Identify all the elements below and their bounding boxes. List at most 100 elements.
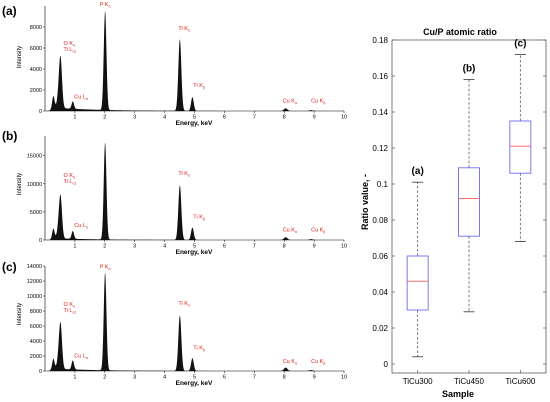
x-tick-label: 7	[253, 244, 256, 250]
x-tick-label: 2	[103, 375, 106, 381]
box-annotation: (b)	[463, 64, 476, 75]
box	[406, 255, 429, 311]
y-tick-label: 10000	[27, 182, 42, 188]
x-tick-label: 9	[313, 115, 316, 121]
spectrum-panel-a: (a) Intensity Energy, keV 1 2 3 4 5 6 7 8 9 10 0 20…	[2, 2, 347, 127]
y-tick-label: 0.1	[377, 180, 389, 189]
category-label: TiCu300	[403, 377, 433, 386]
peak-label: Ti Kβ	[193, 345, 205, 352]
y-tick-label: 0.06	[372, 252, 388, 261]
spectrum-area	[48, 272, 344, 371]
peak-label: Cu Kα	[283, 99, 297, 106]
x-tick-label: 6	[223, 115, 226, 121]
peak-label: P Kα	[100, 264, 111, 271]
x-axis-label-c: Energy, keV	[176, 380, 213, 387]
peak-label: Cu Kβ	[311, 228, 325, 235]
y-tick-label: 5000	[30, 210, 42, 216]
x-tick-label: 8	[283, 115, 286, 121]
y-tick-label: 14000	[27, 264, 42, 270]
peak-label: Cu Kα	[283, 359, 297, 366]
box-annotation: (a)	[412, 166, 424, 177]
peak-label: P Kα	[100, 2, 111, 9]
y-tick-label: 0	[39, 238, 42, 244]
x-tick-label: 1	[73, 375, 76, 381]
x-tick-label: 2	[103, 244, 106, 250]
peak-label: Ti Lα1	[64, 47, 77, 54]
y-tick-label: 0.18	[372, 36, 388, 45]
spectrum-panel-b: (b) Intensity Energy, keV 1 2 3 4 5 6 7 8 9 10 0 50…	[2, 129, 347, 256]
peak-label: Ti Lα1	[64, 308, 77, 315]
box	[509, 120, 532, 174]
y-tick-label: 10000	[27, 294, 42, 300]
panel-label-b: (b)	[2, 129, 17, 143]
peak-label: O Kα	[64, 302, 76, 309]
peak-label: Cu Kβ	[311, 359, 325, 366]
peak-label: O Kα	[64, 41, 76, 48]
y-tick-label: 0.14	[372, 108, 388, 117]
boxplot-x-axis-label: Sample	[442, 389, 474, 399]
y-tick-label: 0.16	[372, 72, 388, 81]
y-tick-label: 0.12	[372, 144, 388, 153]
peak-label: Ti Lα1	[64, 179, 77, 186]
y-tick-label: 4000	[30, 67, 42, 73]
x-axis-label-a: Energy, keV	[176, 120, 213, 127]
x-tick-label: 2	[103, 115, 106, 121]
box-annotation: (c)	[514, 38, 526, 49]
x-tick-label: 8	[283, 375, 286, 381]
spectrum-area	[48, 142, 344, 240]
x-tick-label: 4	[163, 244, 166, 250]
peak-label: Ti Kβ	[193, 215, 205, 222]
x-tick-label: 1	[73, 115, 76, 121]
y-axis-label-b: Intensity	[17, 173, 23, 195]
y-tick-label: 2000	[30, 88, 42, 94]
spectrum-area	[48, 11, 344, 111]
peak-label: Cu Lα	[74, 223, 88, 230]
y-axis-label-c: Intensity	[17, 303, 23, 325]
y-tick-label: 0	[39, 369, 42, 375]
x-tick-label: 7	[253, 375, 256, 381]
boxplot-y-axis-label: Ratio value, -	[360, 174, 370, 230]
x-tick-label: 5	[193, 244, 196, 250]
y-tick-label: 12000	[27, 279, 42, 285]
x-tick-label: 6	[223, 375, 226, 381]
x-tick-label: 3	[133, 115, 136, 121]
y-tick-label: 6000	[30, 324, 42, 330]
panel-label-a: (a)	[2, 4, 17, 18]
peak-label: O Kα	[64, 173, 76, 180]
y-tick-label: 6000	[30, 46, 42, 52]
peak-label: Cu Lα	[74, 354, 88, 361]
panel-label-c: (c)	[2, 260, 17, 274]
x-tick-label: 3	[133, 375, 136, 381]
y-tick-label: 0	[39, 109, 42, 115]
peak-label: Ti Kα	[178, 171, 190, 178]
x-tick-label: 1	[73, 244, 76, 250]
category-label: TiCu600	[505, 377, 535, 386]
peak-label: Ti Kα	[178, 26, 190, 33]
x-tick-label: 10	[341, 244, 347, 250]
boxplot-panel: Cu/P atomic ratio Ratio value, - Sample …	[360, 27, 547, 399]
x-axis-label-b: Energy, keV	[176, 249, 213, 256]
y-tick-label: 0	[384, 360, 389, 369]
x-tick-label: 6	[223, 244, 226, 250]
x-tick-label: 8	[283, 244, 286, 250]
x-tick-label: 4	[163, 375, 166, 381]
y-tick-label: 4000	[30, 339, 42, 345]
boxplot-title: Cu/P atomic ratio	[423, 27, 497, 37]
x-tick-label: 7	[253, 115, 256, 121]
spectrum-panel-c: (c) Intensity Energy, keV 1 2 3 4 5 6 7 8 9 10 0 20…	[2, 260, 347, 387]
y-tick-label: 0.08	[372, 216, 388, 225]
peak-label: Ti Kα	[178, 301, 190, 308]
y-tick-label: 15000	[27, 154, 42, 160]
box	[458, 167, 480, 237]
category-label: TiCu450	[454, 377, 484, 386]
x-tick-label: 5	[193, 375, 196, 381]
peak-label: Cu Kα	[283, 228, 297, 235]
y-tick-label: 0.04	[372, 288, 388, 297]
y-axis-label-a: Intensity	[17, 46, 23, 68]
x-tick-label: 4	[163, 115, 166, 121]
x-tick-label: 10	[341, 115, 347, 121]
x-tick-label: 5	[193, 115, 196, 121]
x-tick-label: 9	[313, 244, 316, 250]
y-tick-label: 8000	[30, 25, 42, 31]
